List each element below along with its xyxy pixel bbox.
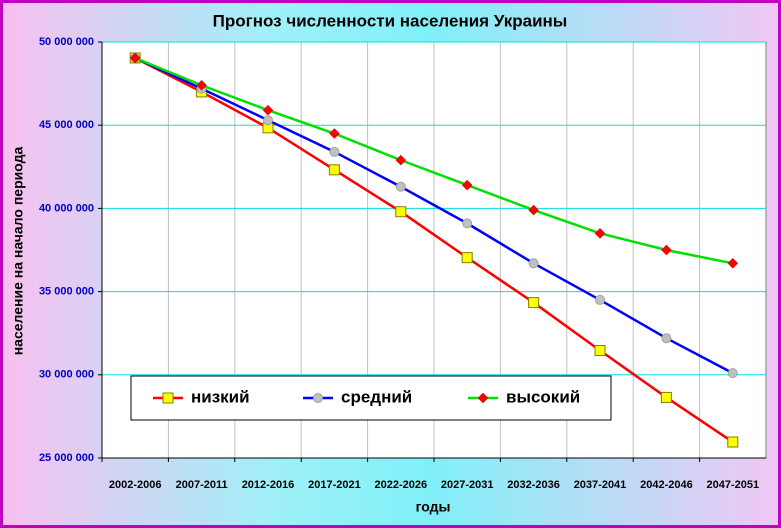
x-tick-label: 2042-2046 <box>640 479 693 491</box>
point-marker <box>661 333 672 344</box>
x-tick-label: 2037-2041 <box>574 479 627 491</box>
point-marker <box>328 164 340 176</box>
x-tick-label: 2022-2026 <box>374 479 427 491</box>
x-tick-label: 2007-2011 <box>176 479 228 491</box>
x-tick-label: 2047-2051 <box>706 479 759 491</box>
point-marker <box>595 294 605 305</box>
x-tick-label: 2002-2006 <box>109 479 162 491</box>
point-marker <box>395 206 407 218</box>
point-marker <box>727 257 739 269</box>
point-marker <box>528 204 539 216</box>
y-tick-label: 45 000 000 <box>39 119 94 131</box>
point-marker <box>528 258 539 269</box>
legend-marker <box>162 392 174 404</box>
point-marker <box>329 128 340 139</box>
x-tick-label: 2017-2021 <box>308 479 361 491</box>
series-line <box>134 56 734 265</box>
point-marker <box>528 297 540 309</box>
point-marker <box>262 104 274 116</box>
legend-marker <box>313 393 323 403</box>
y-axis-title: население на начало периода <box>10 146 26 355</box>
x-tick-label: 2027-2031 <box>441 479 494 491</box>
point-marker <box>395 154 407 166</box>
point-marker <box>462 218 473 229</box>
legend-label: низкий <box>191 387 250 406</box>
point-marker <box>263 115 273 126</box>
y-tick-label: 35 000 000 <box>39 286 94 298</box>
point-marker <box>727 368 738 379</box>
series-line <box>134 56 734 375</box>
chart: Прогноз численности населения Украины го… <box>10 11 767 515</box>
point-marker <box>727 436 739 448</box>
x-tick-label: 2032-2036 <box>507 479 560 491</box>
point-marker <box>461 252 473 264</box>
point-marker <box>594 345 606 357</box>
point-marker <box>129 52 141 64</box>
chart-title: Прогноз численности населения Украины <box>213 11 568 30</box>
legend-marker <box>477 392 489 404</box>
legend-label: средний <box>341 387 412 406</box>
point-marker <box>594 228 606 239</box>
point-marker <box>395 181 406 192</box>
point-marker <box>329 146 340 157</box>
point-marker <box>196 79 207 91</box>
y-tick-label: 50 000 000 <box>39 36 94 48</box>
legend-label: высокий <box>506 387 580 406</box>
y-tick-label: 25 000 000 <box>39 452 94 464</box>
legend-box <box>130 375 612 421</box>
point-marker <box>660 391 672 403</box>
x-tick-label: 2012-2016 <box>242 479 295 491</box>
x-axis-title: годы <box>416 499 451 515</box>
series-line <box>134 56 734 444</box>
y-tick-label: 40 000 000 <box>39 202 94 214</box>
point-marker <box>461 179 473 191</box>
point-marker <box>661 244 672 256</box>
y-tick-label: 30 000 000 <box>39 369 94 381</box>
